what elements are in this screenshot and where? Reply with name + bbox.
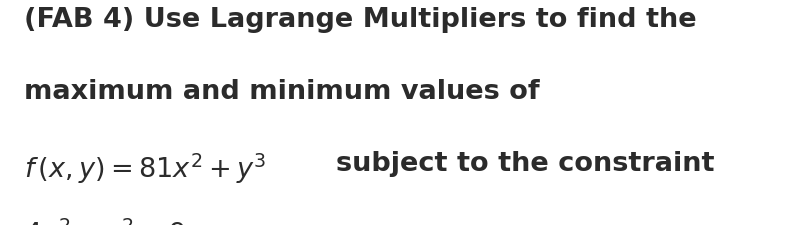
Text: subject to the constraint: subject to the constraint (337, 151, 715, 177)
Text: (FAB 4) Use Lagrange Multipliers to find the: (FAB 4) Use Lagrange Multipliers to find… (24, 7, 697, 33)
Text: maximum and minimum values of: maximum and minimum values of (24, 79, 540, 105)
Text: $4x^2 + y^2 = 9$: $4x^2 + y^2 = 9$ (24, 216, 186, 225)
Text: $f\,(x, y) = 81x^2 + y^3$: $f\,(x, y) = 81x^2 + y^3$ (24, 151, 266, 185)
